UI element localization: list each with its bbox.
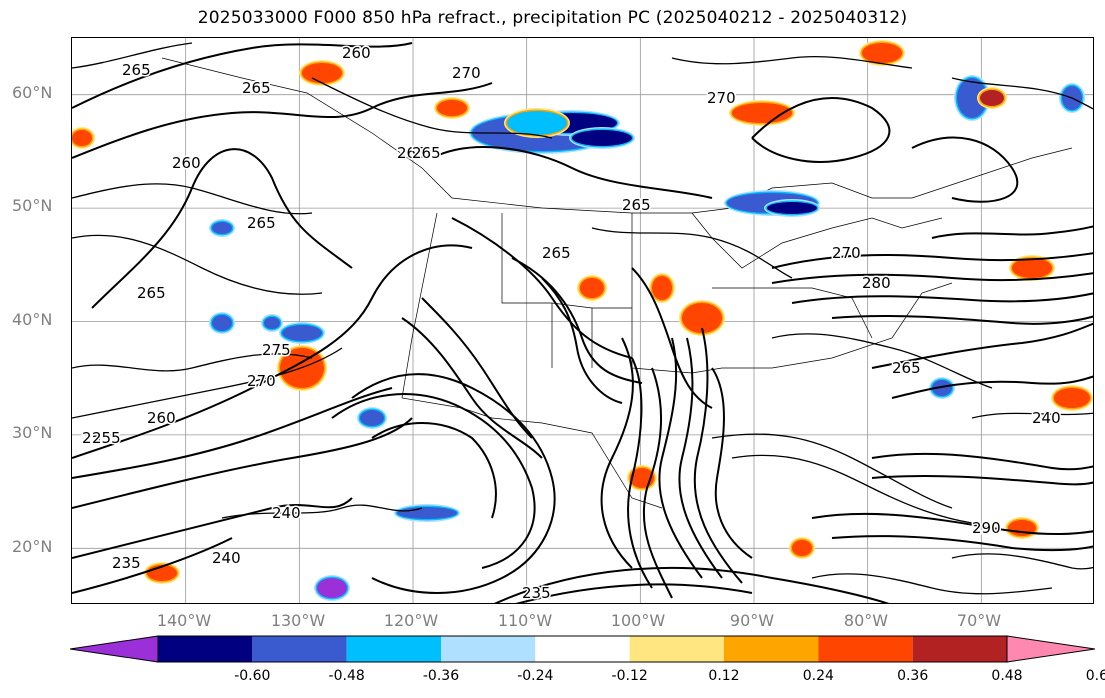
precip-patch	[652, 276, 672, 300]
precip-patch	[957, 78, 987, 118]
contour-label: 265	[137, 284, 166, 302]
contour-label: 260	[342, 44, 371, 62]
contour-label: 235	[522, 584, 551, 602]
contour-label: 270	[452, 64, 481, 82]
colorbar	[69, 634, 1096, 668]
refractivity-contours-thin	[72, 42, 1093, 595]
map-panel: 265 260 265 270 265 265 270 260 265 265 265 270 265 2…	[71, 37, 1094, 604]
refractivity-contours	[72, 42, 1093, 603]
colorbar-segment	[252, 636, 347, 662]
colorbar-segment	[912, 636, 1007, 662]
lat-label-20n: 20°N	[12, 537, 53, 556]
contour-label: 265	[122, 61, 151, 79]
colorbar-extend-high	[1006, 635, 1096, 663]
colorbar-segment	[441, 636, 536, 662]
map-title: 2025033000 F000 850 hPa refract., precip…	[197, 8, 908, 28]
graticule	[72, 38, 1093, 603]
contour-label: 235	[112, 554, 141, 572]
lat-label-30n: 30°N	[12, 423, 53, 442]
colorbar-segment	[629, 636, 724, 662]
contour-label: 265	[412, 144, 441, 162]
contour-label: 270	[707, 89, 736, 107]
precip-patch	[360, 410, 384, 426]
precip-patch	[980, 90, 1004, 106]
colorbar-bar	[69, 635, 1096, 663]
precip-patch	[682, 303, 722, 333]
colorbar-tick-label: -0.60	[234, 668, 271, 684]
colorbar-tick-label: 0.48	[991, 668, 1023, 684]
lon-label-90w: 90°W	[729, 611, 775, 630]
precip-patch	[282, 325, 322, 341]
precip-patch	[264, 317, 280, 329]
colorbar-segment	[535, 636, 630, 662]
precip-shading	[72, 40, 1093, 601]
precip-patch	[932, 380, 952, 396]
contour-label: 290	[972, 519, 1001, 537]
precip-patch	[792, 540, 812, 556]
contour-label: 260	[147, 409, 176, 427]
lat-label-50n: 50°N	[12, 196, 53, 215]
contour-label: 265	[397, 144, 426, 162]
contour-label: 255	[82, 429, 111, 447]
contour-label: 260	[172, 154, 201, 172]
contour-label: 255	[92, 429, 121, 447]
colorbar-frame	[157, 635, 1008, 663]
precip-patch	[72, 130, 92, 146]
colorbar-tick-label: -0.24	[517, 668, 554, 684]
lon-label-80w: 80°W	[843, 611, 889, 630]
colorbar-tick-label: 0.12	[708, 668, 740, 684]
precip-patch	[862, 43, 902, 63]
precip-patch	[317, 578, 347, 598]
precip-patch	[212, 222, 232, 234]
lon-label-110w: 110°W	[497, 611, 553, 630]
colorbar-extend-low	[69, 635, 159, 663]
colorbar-segment	[724, 636, 819, 662]
lat-label-60n: 60°N	[12, 83, 53, 102]
colorbar-segment	[818, 636, 913, 662]
colorbar-tick-label: 0.36	[897, 668, 929, 684]
colorbar-tick-label: -0.12	[611, 668, 648, 684]
precip-patch	[767, 202, 817, 214]
precip-patch	[1012, 258, 1052, 278]
country-borders	[161, 57, 1073, 509]
precip-patch	[580, 278, 604, 298]
colorbar-tick-label: -0.48	[328, 668, 365, 684]
contour-label: 270	[832, 244, 861, 262]
contour-label: 240	[212, 549, 241, 567]
contour-label: 270	[247, 372, 276, 390]
contour-label: 265	[247, 214, 276, 232]
precip-patch	[572, 130, 632, 146]
colorbar-tick-label: -0.36	[422, 668, 460, 684]
colorbar-tick-label: 0.60	[1085, 668, 1105, 684]
colorbar-tick-label: 0.24	[802, 668, 834, 684]
lon-label-140w: 140°W	[156, 611, 212, 630]
contour-label: 265	[622, 196, 651, 214]
contour-label: 240	[272, 504, 301, 522]
precip-patch	[437, 100, 467, 116]
contour-label: 275	[262, 341, 291, 359]
colorbar-segment	[158, 636, 253, 662]
precip-patch	[1054, 388, 1090, 408]
precip-patch	[212, 315, 232, 331]
precip-patch	[507, 111, 567, 135]
colorbar-segment	[346, 636, 441, 662]
lon-label-100w: 100°W	[610, 611, 666, 630]
lon-label-130w: 130°W	[270, 611, 326, 630]
lon-label-120w: 120°W	[383, 611, 439, 630]
contour-label: 240	[1032, 409, 1061, 427]
lat-label-40n: 40°N	[12, 310, 53, 329]
precip-patch	[302, 63, 342, 83]
contour-label: 265	[542, 244, 571, 262]
precip-patch	[397, 507, 457, 519]
contour-label: 265	[242, 79, 271, 97]
contour-label: 280	[862, 274, 891, 292]
lon-label-70w: 70°W	[956, 611, 1002, 630]
contour-label: 265	[892, 359, 921, 377]
